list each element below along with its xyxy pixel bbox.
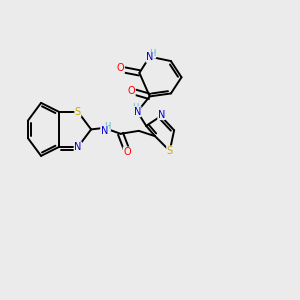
- Text: N: N: [74, 142, 82, 152]
- Text: N: N: [158, 110, 165, 120]
- Text: S: S: [167, 146, 173, 156]
- Text: N: N: [101, 126, 108, 136]
- Text: H: H: [132, 103, 138, 112]
- Text: H: H: [104, 122, 110, 131]
- Text: O: O: [128, 85, 135, 95]
- Text: N: N: [134, 107, 141, 117]
- Text: S: S: [75, 107, 81, 117]
- Text: O: O: [123, 147, 131, 157]
- Text: O: O: [117, 63, 124, 74]
- Text: H: H: [149, 49, 156, 58]
- Text: N: N: [146, 52, 153, 62]
